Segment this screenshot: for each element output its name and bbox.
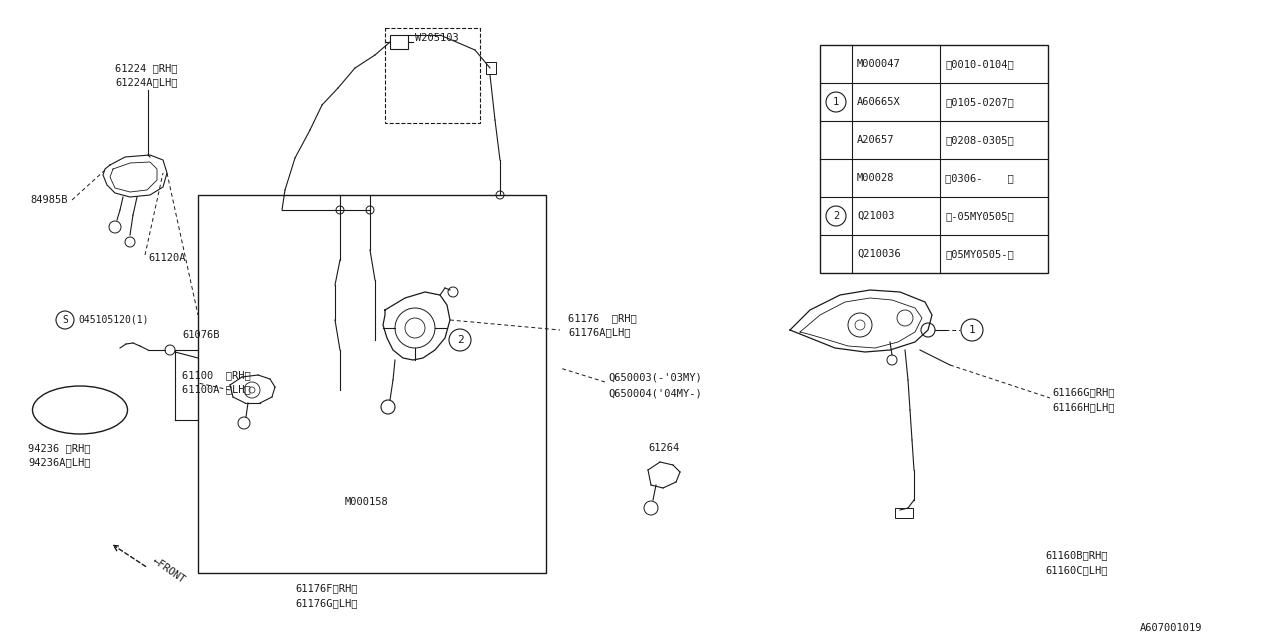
Text: 61160C〈LH〉: 61160C〈LH〉 [1044, 565, 1107, 575]
Text: 61176A〈LH〉: 61176A〈LH〉 [568, 327, 631, 337]
Text: 61264: 61264 [648, 443, 680, 453]
Text: 94236A〈LH〉: 94236A〈LH〉 [28, 457, 91, 467]
Text: M000047: M000047 [858, 59, 901, 69]
Text: Q650004('04MY-): Q650004('04MY-) [608, 388, 701, 398]
Text: A20657: A20657 [858, 135, 895, 145]
Bar [198, 195, 547, 573]
Text: 、0208-0305〉: 、0208-0305〉 [945, 135, 1014, 145]
Text: 、05MY0505-〉: 、05MY0505-〉 [945, 249, 1014, 259]
Text: 61166G〈RH〉: 61166G〈RH〉 [1052, 387, 1115, 397]
Text: 84985B: 84985B [29, 195, 68, 205]
Bar [820, 45, 1048, 273]
Text: Q210036: Q210036 [858, 249, 901, 259]
Text: 、0306-    〉: 、0306- 〉 [945, 173, 1014, 183]
Bar [895, 508, 913, 518]
Text: Q650003(-'03MY): Q650003(-'03MY) [608, 373, 701, 383]
Text: 045105120(1): 045105120(1) [78, 315, 148, 325]
Text: 、-05MY0505〉: 、-05MY0505〉 [945, 211, 1014, 221]
Text: 、0010-0104〉: 、0010-0104〉 [945, 59, 1014, 69]
Text: 1: 1 [969, 325, 975, 335]
Text: ←FRONT: ←FRONT [150, 556, 187, 586]
Bar [390, 35, 408, 49]
Text: A60665X: A60665X [858, 97, 901, 107]
Text: Q21003: Q21003 [858, 211, 895, 221]
Bar [385, 28, 480, 123]
Text: W205103: W205103 [415, 33, 458, 43]
Text: 61176  〈RH〉: 61176 〈RH〉 [568, 313, 636, 323]
Text: 61224A〈LH〉: 61224A〈LH〉 [115, 77, 178, 87]
Text: 2: 2 [457, 335, 463, 345]
Text: 61160B〈RH〉: 61160B〈RH〉 [1044, 550, 1107, 560]
Text: M000158: M000158 [346, 497, 389, 507]
Text: 94236 〈RH〉: 94236 〈RH〉 [28, 443, 91, 453]
Text: 61100A 〈LH〉: 61100A 〈LH〉 [182, 384, 251, 394]
Text: 61120A: 61120A [148, 253, 186, 263]
Text: 1: 1 [833, 97, 840, 107]
Text: A607001019: A607001019 [1140, 623, 1202, 633]
Text: 61076B: 61076B [182, 330, 219, 340]
Text: 61166H〈LH〉: 61166H〈LH〉 [1052, 402, 1115, 412]
Text: 61100  〈RH〉: 61100 〈RH〉 [182, 370, 251, 380]
Text: 2: 2 [833, 211, 840, 221]
Text: 61224 〈RH〉: 61224 〈RH〉 [115, 63, 178, 73]
Text: 61176F〈RH〉: 61176F〈RH〉 [294, 583, 357, 593]
Text: M00028: M00028 [858, 173, 895, 183]
Text: S: S [61, 315, 68, 325]
Bar [486, 62, 497, 74]
Text: 、0105-0207〉: 、0105-0207〉 [945, 97, 1014, 107]
Text: 61176G〈LH〉: 61176G〈LH〉 [294, 598, 357, 608]
